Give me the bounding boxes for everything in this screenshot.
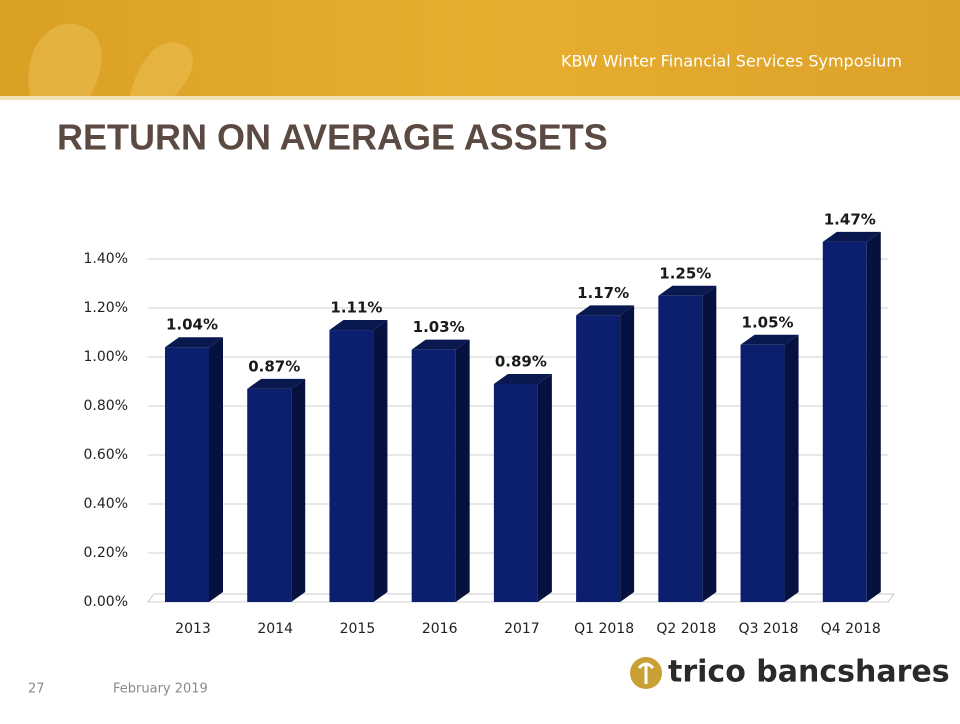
data-label: 0.89% bbox=[495, 352, 547, 370]
bar bbox=[329, 330, 374, 602]
bar-side bbox=[784, 334, 799, 602]
bar-top bbox=[822, 231, 881, 242]
bar-top bbox=[493, 373, 552, 384]
data-label: 1.17% bbox=[577, 284, 629, 302]
y-tick-label: 1.40% bbox=[84, 251, 128, 267]
bar-side bbox=[373, 320, 388, 602]
footer-date: February 2019 bbox=[113, 682, 208, 697]
data-label: 1.47% bbox=[824, 210, 876, 228]
x-tick-label: 2013 bbox=[175, 621, 211, 637]
logo-text: trico bancshares bbox=[668, 655, 950, 690]
data-label: 1.04% bbox=[166, 316, 218, 334]
y-tick-label: 0.60% bbox=[84, 447, 128, 463]
bar bbox=[822, 241, 867, 602]
y-tick-label: 0.40% bbox=[84, 496, 128, 512]
bar-top bbox=[329, 320, 388, 331]
x-tick-label: 2017 bbox=[504, 621, 540, 637]
bar-top bbox=[247, 378, 306, 389]
bar bbox=[411, 349, 456, 602]
x-tick-label: 2016 bbox=[422, 621, 458, 637]
data-label: 1.03% bbox=[413, 318, 465, 336]
bar bbox=[658, 295, 703, 602]
y-tick-label: 0.80% bbox=[84, 398, 128, 414]
y-tick-label: 0.00% bbox=[84, 594, 128, 610]
x-tick-label: Q4 2018 bbox=[821, 621, 881, 637]
bar bbox=[740, 344, 785, 602]
bar-side bbox=[455, 339, 470, 602]
x-tick-label: Q2 2018 bbox=[656, 621, 716, 637]
header-watermark bbox=[28, 23, 193, 96]
bar-side bbox=[620, 305, 635, 602]
chart-title: RETURN ON AVERAGE ASSETS bbox=[57, 117, 608, 158]
bar bbox=[493, 383, 538, 602]
bar bbox=[165, 347, 209, 602]
bar bbox=[247, 388, 292, 602]
bar-side bbox=[291, 378, 306, 602]
bar-top bbox=[658, 285, 717, 296]
bar-side bbox=[866, 231, 881, 602]
data-label: 1.05% bbox=[742, 313, 794, 331]
header-rule bbox=[0, 96, 960, 100]
x-tick-label: Q1 2018 bbox=[574, 621, 634, 637]
y-tick-label: 0.20% bbox=[84, 545, 128, 561]
x-tick-label: 2014 bbox=[257, 621, 293, 637]
data-label: 0.87% bbox=[248, 357, 300, 375]
data-label: 1.25% bbox=[659, 264, 711, 282]
y-tick-label: 1.20% bbox=[84, 300, 128, 316]
x-tick-label: Q3 2018 bbox=[739, 621, 799, 637]
bar-top bbox=[576, 305, 635, 316]
bar-side bbox=[702, 285, 717, 602]
header-text: KBW Winter Financial Services Symposium bbox=[561, 52, 902, 71]
bar bbox=[576, 315, 621, 602]
bar-side bbox=[209, 337, 223, 602]
plot: 0.00% 0.20% 0.40% 0.60% 0.80% 1.00% 1.20% 1.40%… bbox=[84, 210, 895, 637]
x-tick-label: 2015 bbox=[340, 621, 376, 637]
bar-top bbox=[411, 339, 470, 350]
data-label: 1.11% bbox=[330, 299, 382, 317]
page-number: 27 bbox=[28, 682, 45, 697]
logo-icon-mark bbox=[637, 662, 655, 684]
bar-side bbox=[537, 373, 552, 602]
bar-top bbox=[740, 334, 799, 345]
bar-top bbox=[165, 337, 223, 348]
y-tick-label: 1.00% bbox=[84, 349, 128, 365]
